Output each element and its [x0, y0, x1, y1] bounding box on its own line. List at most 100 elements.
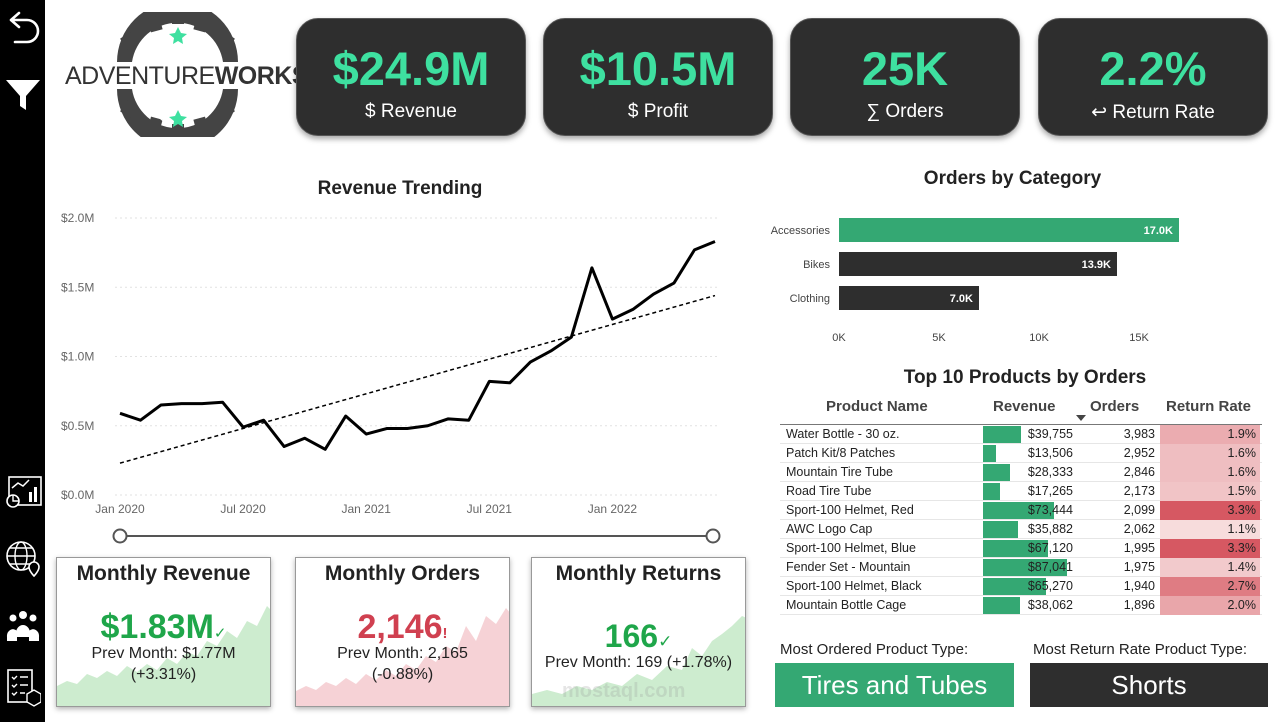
x-tick-label: Jul 2020 [220, 502, 266, 516]
category-value-label: 13.9K [1082, 259, 1111, 271]
table-row[interactable]: 2.7% Sport-100 Helmet, Black $65,270 1,940 [780, 577, 1262, 596]
monthly-revenue-value: $1.83M✓ [100, 608, 227, 646]
monthly-returns-card: Monthly Returns 166✓ Prev Month: 169 (+1… [531, 557, 746, 707]
revenue-value: $35,882 [1027, 522, 1073, 536]
revenue-trendline [119, 294, 716, 464]
category-label: Clothing [790, 293, 830, 305]
table-row[interactable]: 1.9% Water Bottle - 30 oz. $39,755 3,983 [780, 425, 1262, 444]
map-icon[interactable] [0, 536, 45, 580]
orders-value: 2,173 [1123, 484, 1155, 498]
product-name: Mountain Bottle Cage [786, 598, 907, 612]
x-tick-label: 15K [1129, 332, 1149, 344]
col-header-revenue[interactable]: Revenue [993, 398, 1056, 415]
revenue-data-bar [983, 502, 1054, 519]
table-row[interactable]: 3.3% Sport-100 Helmet, Blue $67,120 1,995 [780, 539, 1262, 558]
product-name: Sport-100 Helmet, Blue [786, 541, 916, 555]
col-header-orders[interactable]: Orders [1090, 398, 1140, 415]
kpi-label: $ Revenue [365, 101, 457, 122]
table-row[interactable]: 1.4% Fender Set - Mountain $87,041 1,975 [780, 558, 1262, 577]
x-tick-label: Jan 2022 [588, 502, 638, 516]
sort-descending-icon[interactable] [1076, 415, 1086, 422]
kpi-value: 2.2% [1099, 42, 1207, 95]
return-rate-value: 3.3% [1227, 541, 1257, 555]
y-tick-label: $1.5M [61, 280, 94, 294]
revenue-data-bar [983, 540, 1048, 557]
revenue-value: $87,041 [1027, 560, 1073, 574]
revenue-line [119, 240, 716, 451]
monthly-orders-sparkline [296, 608, 509, 706]
return-rate-cell: 3.3% [1160, 539, 1260, 558]
monthly-returns-sparkline [532, 616, 745, 706]
revenue-data-bar [983, 521, 1018, 538]
orders-value: 2,062 [1123, 522, 1155, 536]
revenue-data-bar [983, 597, 1020, 614]
executive-dashboard-icon[interactable] [0, 472, 45, 512]
return-rate-value: 1.4% [1227, 560, 1257, 574]
most-ordered-value: Tires and Tubes [775, 663, 1014, 707]
table-header: Product Name Revenue Orders Return Rate [780, 395, 1262, 425]
revenue-value: $39,755 [1027, 427, 1073, 441]
table-body: 1.9% Water Bottle - 30 oz. $39,755 3,983 1.6… [780, 425, 1262, 615]
product-name: Road Tire Tube [786, 484, 872, 498]
monthly-revenue-prev: Prev Month: $1.77M [91, 645, 236, 662]
return-rate-cell: 1.9% [1160, 425, 1260, 444]
orders-value: 1,995 [1123, 541, 1155, 555]
product-name: Fender Set - Mountain [786, 560, 911, 574]
kpi-card-revenue: $24.9M $ Revenue [296, 18, 526, 136]
table-row[interactable]: 3.3% Sport-100 Helmet, Red $73,444 2,099 [780, 501, 1262, 520]
product-name: Mountain Tire Tube [786, 465, 894, 479]
watermark: mostaql.com [562, 680, 686, 702]
orders-value: 1,975 [1123, 560, 1155, 574]
return-rate-value: 1.9% [1227, 427, 1257, 441]
monthly-orders-value: 2,146! [357, 608, 448, 646]
col-header-return-rate[interactable]: Return Rate [1166, 398, 1252, 415]
x-tick-label: Jan 2020 [95, 502, 145, 516]
adventureworks-logo: BIKE SHOP ADVENTUREWORKS [65, 12, 309, 137]
monthly-orders-card: Monthly Orders 2,146! Prev Month: 2,165 … [295, 557, 510, 707]
table-row[interactable]: 1.1% AWC Logo Cap $35,882 2,062 [780, 520, 1262, 539]
category-value-label: 7.0K [950, 293, 973, 305]
most-ordered-label: Most Ordered Product Type: [780, 641, 969, 658]
product-detail-icon[interactable] [0, 665, 45, 709]
table-row[interactable]: 1.6% Patch Kit/8 Patches $13,506 2,952 [780, 444, 1262, 463]
revenue-data-bar [983, 578, 1046, 595]
monthly-returns-prev: Prev Month: 169 (+1.78%) [544, 654, 733, 671]
product-name: AWC Logo Cap [786, 522, 873, 536]
kpi-label: ∑ Orders [866, 101, 944, 122]
revenue-value: $13,506 [1027, 446, 1073, 460]
orders-value: 2,952 [1123, 446, 1155, 460]
revenue-data-bar [983, 445, 997, 462]
orders-value: 1,896 [1123, 598, 1155, 612]
filter-icon[interactable] [0, 74, 45, 116]
category-label: Bikes [803, 259, 830, 271]
revenue-value: $67,120 [1027, 541, 1073, 555]
date-slider-start-handle[interactable] [112, 528, 128, 544]
warning-icon: ! [442, 625, 448, 642]
revenue-data-bar [983, 483, 1000, 500]
revenue-data-bar [983, 426, 1022, 443]
back-arrow-icon[interactable] [0, 8, 45, 48]
orders-by-category-chart: Accessories 17.0K Bikes 13.9K Clothing 7.0K 0K… [771, 218, 1179, 344]
customers-icon[interactable] [0, 606, 45, 646]
monthly-returns-value: 166✓ [604, 618, 673, 654]
revenue-trending-title: Revenue Trending [317, 178, 483, 199]
orders-value: 2,846 [1123, 465, 1155, 479]
table-row[interactable]: 2.0% Mountain Bottle Cage $38,062 1,896 [780, 596, 1262, 615]
table-row[interactable]: 1.5% Road Tire Tube $17,265 2,173 [780, 482, 1262, 501]
x-tick-label: Jan 2021 [342, 502, 392, 516]
kpi-value: $24.9M [332, 42, 490, 95]
monthly-revenue-card: Monthly Revenue $1.83M✓ Prev Month: $1.7… [56, 557, 271, 707]
return-rate-cell: 1.5% [1160, 482, 1260, 501]
revenue-value: $28,333 [1027, 465, 1073, 479]
col-header-product-name[interactable]: Product Name [826, 398, 928, 415]
monthly-revenue-change: (+3.31%) [130, 666, 197, 683]
category-value-label: 17.0K [1144, 225, 1173, 237]
date-slider-end-handle[interactable] [705, 528, 721, 544]
return-rate-value: 1.6% [1227, 446, 1257, 460]
monthly-orders-prev: Prev Month: 2,165 [337, 645, 468, 662]
product-name: Sport-100 Helmet, Black [786, 579, 922, 593]
kpi-card-profit: $10.5M $ Profit [543, 18, 773, 136]
table-row[interactable]: 1.6% Mountain Tire Tube $28,333 2,846 [780, 463, 1262, 482]
monthly-orders-change: (-0.88%) [371, 666, 434, 683]
